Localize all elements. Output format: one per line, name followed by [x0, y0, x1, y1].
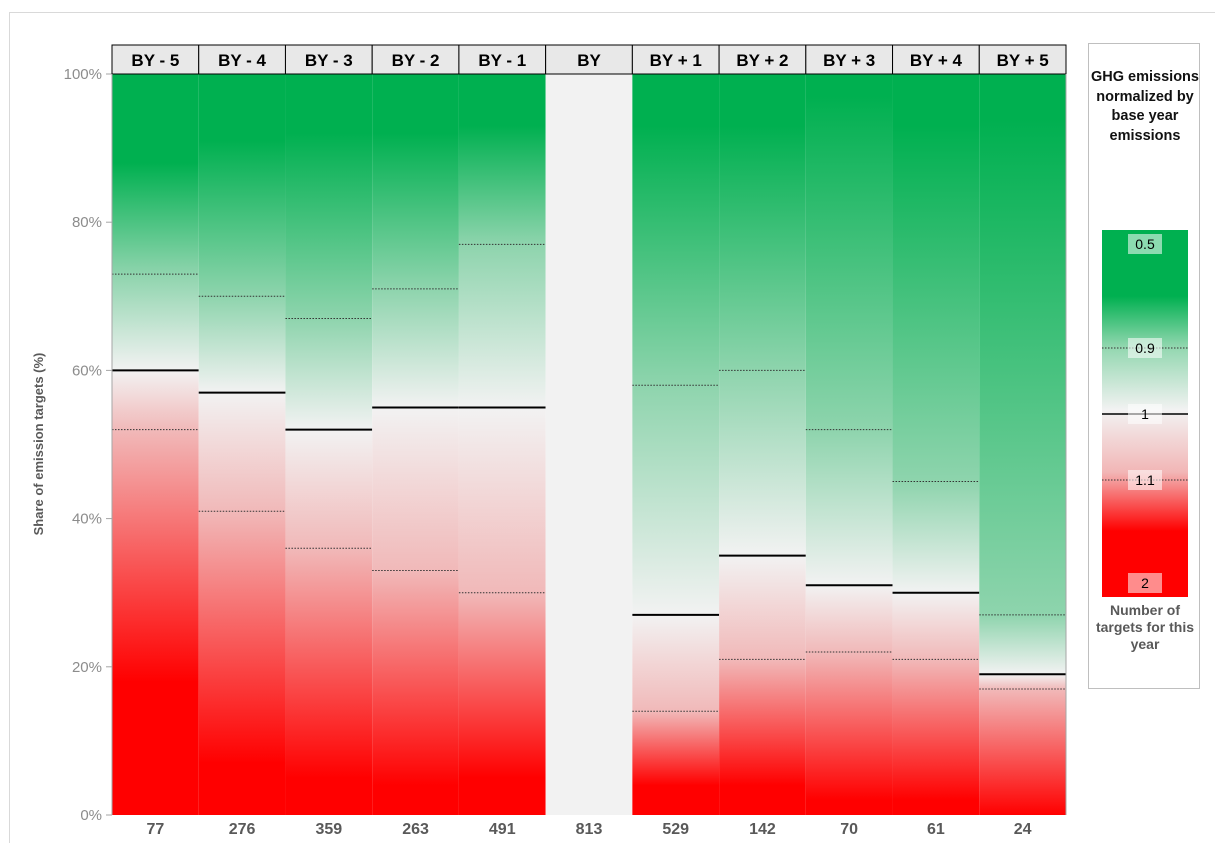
target-count-label: 24	[1014, 821, 1032, 838]
bar-by+1	[632, 74, 720, 815]
y-axis-label: Share of emission targets (%)	[31, 353, 46, 536]
target-count-label: 61	[927, 821, 945, 838]
target-count-label: 491	[489, 821, 516, 838]
target-count-label: 529	[662, 821, 689, 838]
y-tick-label: 60%	[72, 362, 102, 379]
bar-by-2	[372, 74, 459, 815]
column-header-label: BY - 2	[392, 51, 440, 70]
column-header-label: BY - 4	[218, 51, 266, 70]
y-tick-label: 40%	[72, 511, 102, 528]
legend-scale-label: 1	[1141, 406, 1149, 422]
column-header-cell	[631, 44, 720, 75]
legend-scale: 0.5 0.9 1 1.1 2	[1102, 230, 1188, 597]
column-header-label: BY - 3	[305, 51, 353, 70]
target-count-label: 813	[576, 821, 603, 838]
legend-scale-label: 0.9	[1135, 340, 1155, 356]
target-count-label: 276	[229, 821, 256, 838]
bars	[112, 74, 1066, 815]
y-tick-label: 0%	[80, 807, 102, 824]
target-count-label: 77	[146, 821, 164, 838]
legend-scale-label: 1.1	[1135, 472, 1155, 488]
column-header-label: BY + 5	[997, 51, 1049, 70]
target-count-label: 70	[840, 821, 858, 838]
column-header-cell	[718, 44, 807, 75]
chart-frame	[9, 12, 1215, 843]
column-header-label: BY - 5	[131, 51, 179, 70]
column-header-label: BY + 2	[736, 51, 788, 70]
column-header-label: BY + 3	[823, 51, 875, 70]
y-tick-label: 80%	[72, 214, 102, 231]
legend-scale-label: 2	[1141, 575, 1149, 591]
column-header-cell	[978, 44, 1067, 75]
target-count-label: 263	[402, 821, 429, 838]
column-header-cell	[371, 44, 460, 75]
column-header-cell	[458, 44, 547, 75]
y-tick-label: 20%	[72, 659, 102, 676]
column-header-label: BY + 4	[910, 51, 963, 70]
column-headers: BY - 5 BY - 4 BY - 3 BY - 2 BY - 1 BY BY + 1 BY…	[111, 44, 1067, 75]
column-header-label: BY + 1	[650, 51, 702, 70]
y-tick-label: 100%	[64, 66, 102, 83]
bar-by+2	[719, 74, 806, 815]
legend-title: GHG emissions normalized by base year em…	[1091, 69, 1199, 144]
bar-base-year	[545, 74, 633, 815]
legend-scale-label: 0.5	[1135, 236, 1155, 252]
column-header-label: BY	[577, 51, 601, 70]
bar-by-5	[112, 74, 199, 815]
legend-label-bg	[1128, 338, 1162, 358]
y-axis: 0% 20% 40% 60% 80% 100%	[64, 66, 112, 824]
legend-label-bg	[1128, 404, 1162, 424]
bar-by-1	[458, 74, 546, 815]
bar-by+3	[805, 74, 893, 815]
bar-by-3	[285, 74, 373, 815]
column-header-cell	[545, 44, 633, 75]
legend-footer: Number of targets for this year	[1095, 602, 1194, 652]
column-header-label: BY - 1	[478, 51, 526, 70]
bar-by+5	[979, 74, 1066, 815]
target-count-label: 142	[749, 821, 776, 838]
legend-label-bg	[1128, 470, 1162, 490]
bar-by-4	[198, 74, 286, 815]
legend-label-bg	[1128, 573, 1162, 593]
target-count-label: 359	[315, 821, 342, 838]
legend-label-bg	[1128, 234, 1162, 254]
column-header-cell	[284, 44, 373, 75]
target-counts: 77 276 359 263 491 813 529 142 70 61 24	[146, 821, 1031, 838]
bar-by+4	[892, 74, 980, 815]
legend: GHG emissions normalized by base year em…	[1088, 43, 1200, 689]
